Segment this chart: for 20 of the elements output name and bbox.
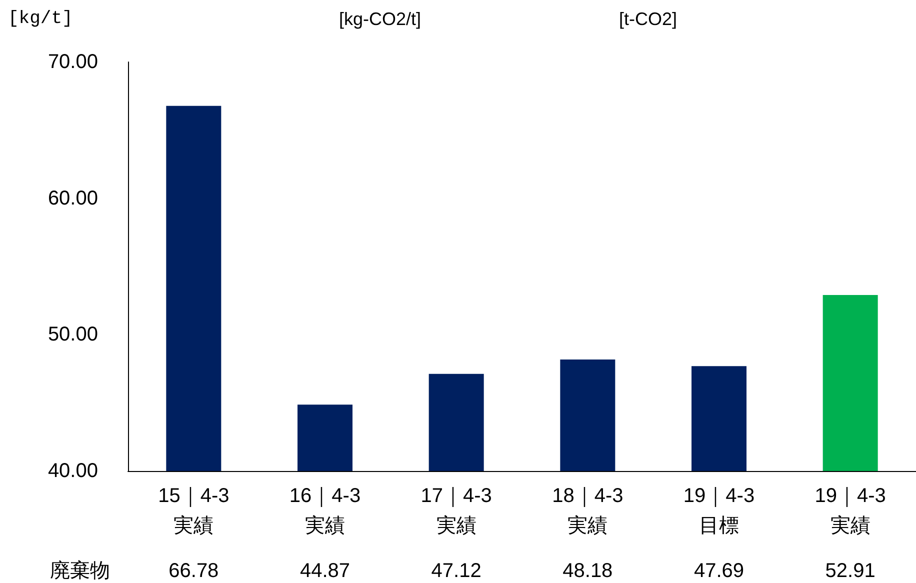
x-tick-label: 15｜4-3 実績 (158, 485, 230, 537)
data-label: 52.91 (825, 560, 876, 582)
x-tick-label: 19｜4-3 実績 (814, 485, 886, 537)
data-label: 44.87 (300, 560, 350, 582)
text: [t-CO2] (618, 9, 678, 29)
y-axis-title: [kg/t] (8, 9, 73, 29)
x-tick-label: 19｜4-3 目標 (683, 485, 755, 537)
y-tick-label: 50.00 (48, 324, 98, 346)
y-tick-label: 70.00 (48, 51, 98, 73)
data-label: 47.12 (431, 560, 482, 582)
data-label: 66.78 (168, 560, 219, 582)
x-tick-label: 17｜4-3 実績 (420, 485, 492, 537)
y-tick-label: 60.00 (48, 187, 98, 210)
text: [kg-CO2/t] (338, 9, 422, 29)
x-tick-label: 18｜4-3 実績 (552, 485, 624, 537)
data-label: 48.18 (562, 560, 613, 582)
data-label: 47.69 (694, 560, 744, 582)
x-tick-label: 16｜4-3 実績 (289, 485, 361, 537)
text: 廃棄物 (50, 559, 110, 582)
y-tick-label: 40.00 (48, 460, 98, 482)
